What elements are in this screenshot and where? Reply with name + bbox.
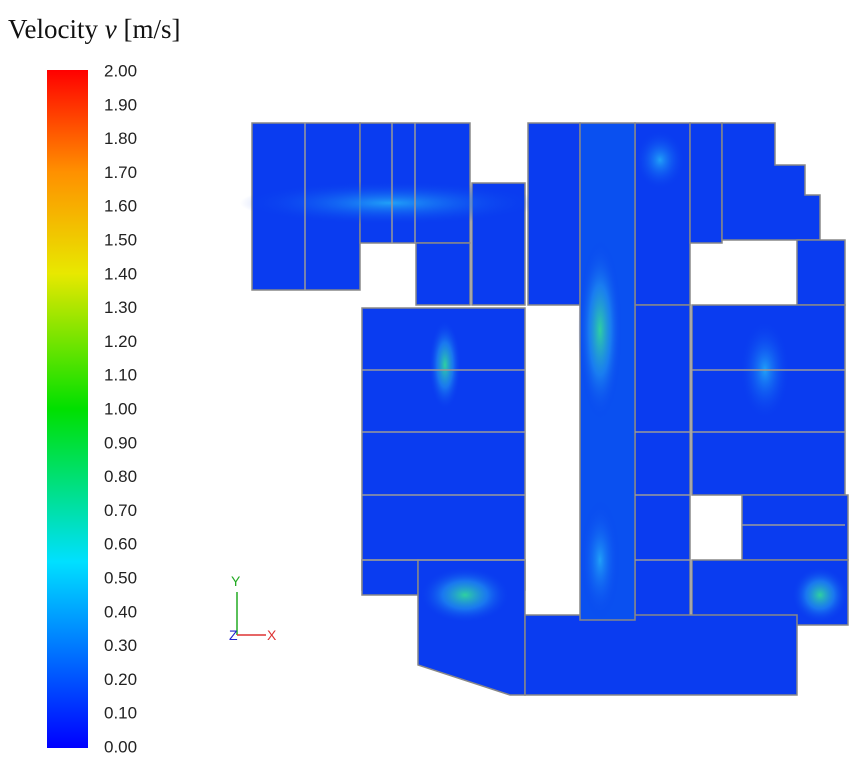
colorbar-tick-label: 1.00 xyxy=(104,399,137,418)
colorbar-tick-label: 0.50 xyxy=(104,568,137,587)
colorbar-tick-label: 1.20 xyxy=(104,332,137,351)
colorbar-tick-label: 1.70 xyxy=(104,163,137,182)
colorbar-tick-label: 0.80 xyxy=(104,467,137,486)
title-symbol: v xyxy=(105,14,117,44)
axis-z-label: Z xyxy=(229,627,238,643)
colorbar-tick-label: 0.20 xyxy=(104,670,137,689)
colorbar-tick-label: 1.30 xyxy=(104,298,137,317)
colorbar-tick-label: 1.50 xyxy=(104,230,137,249)
axis-triad: Y Z X xyxy=(229,573,277,643)
flow-field xyxy=(240,122,849,696)
title: Velocity v [m/s] xyxy=(8,14,180,44)
title-unit: [m/s] xyxy=(123,14,180,44)
colorbar-tick-label: 2.00 xyxy=(104,61,137,80)
colorbar-tick-label: 0.60 xyxy=(104,535,137,554)
title-text: Velocity xyxy=(8,14,98,44)
colorbar-tick-label: 0.10 xyxy=(104,704,137,723)
colorbar-tick-label: 0.90 xyxy=(104,433,137,452)
colorbar-tick-label: 0.00 xyxy=(104,737,137,756)
axis-y-label: Y xyxy=(231,573,241,589)
colorbar-tick-label: 1.10 xyxy=(104,366,137,385)
colorbar-tick-label: 1.40 xyxy=(104,264,137,283)
colorbar-tick-label: 1.80 xyxy=(104,129,137,148)
colorbar-tick-label: 0.40 xyxy=(104,602,137,621)
axis-x-label: X xyxy=(267,627,277,643)
colorbar xyxy=(47,70,88,748)
colorbar-tick-label: 1.90 xyxy=(104,95,137,114)
colorbar-tick-label: 0.30 xyxy=(104,636,137,655)
colorbar-tick-label: 1.60 xyxy=(104,197,137,216)
colorbar-tick-label: 0.70 xyxy=(104,501,137,520)
